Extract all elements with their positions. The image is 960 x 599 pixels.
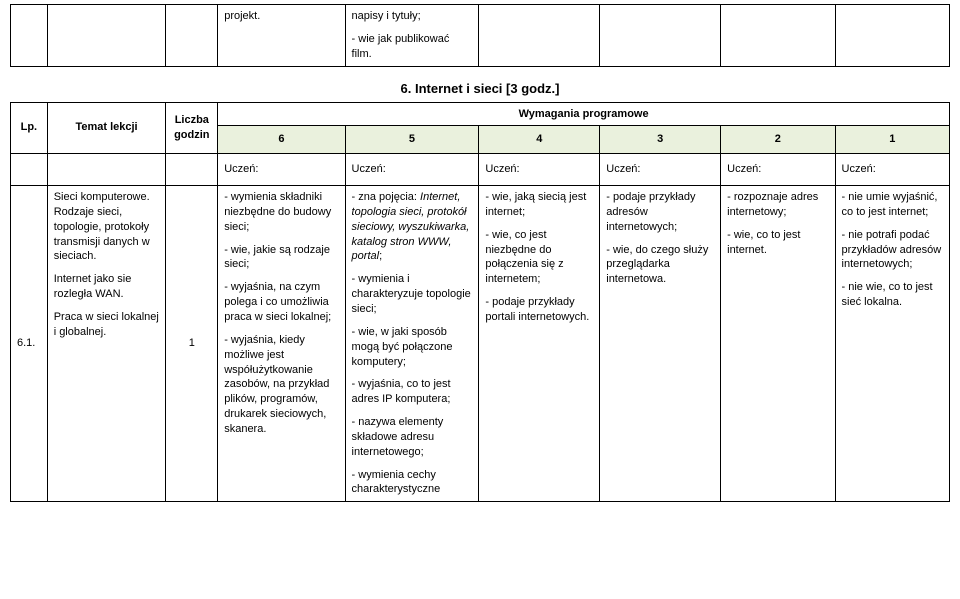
page-root: projekt. napisy i tytuły; - wie jak publ… [0, 0, 960, 512]
hdr-g2: 2 [721, 126, 835, 154]
g5-p4: - wyjaśnia, co to jest adres IP komputer… [352, 377, 473, 407]
top-row: projekt. napisy i tytuły; - wie jak publ… [11, 5, 950, 67]
uczen-blank-1 [47, 154, 166, 186]
content-row: 6.1. Sieci komputerowe. Rodzaje sieci, t… [11, 186, 950, 502]
hdr-g3: 3 [600, 126, 721, 154]
g5-p5: - nazywa elementy składowe adresu intern… [352, 415, 473, 460]
uczen-blank-0 [11, 154, 48, 186]
g5-p6: - wymienia cechy charakterystyczne [352, 468, 473, 498]
top-blank-8 [835, 5, 949, 67]
top-blank-7 [721, 5, 835, 67]
top-col4-p1: napisy i tytuły; [352, 9, 473, 24]
cell-g5: - zna pojęcia: Internet, topologia sieci… [345, 186, 479, 502]
uczen-5: Uczeń: [345, 154, 479, 186]
section-title: 6. Internet i sieci [3 godz.] [10, 67, 950, 102]
header-row-1: Lp. Temat lekcji Liczba godzin Wymagania… [11, 102, 950, 126]
cell-g3: - podaje przykłady adresów internetowych… [600, 186, 721, 502]
top-blank-6 [600, 5, 721, 67]
cell-num: 6.1. [11, 186, 48, 502]
g6-p2: - wie, jakie są rodzaje sieci; [224, 243, 338, 273]
g3-p2: - wie, do czego służy przeglądarka inter… [606, 243, 714, 288]
hdr-g5: 5 [345, 126, 479, 154]
uczen-blank-2 [166, 154, 218, 186]
g1-p3: - nie wie, co to jest sieć lokalna. [842, 280, 943, 310]
top-blank-0 [11, 5, 48, 67]
topic-p3: Praca w sieci lokalnej i globalnej. [54, 310, 160, 340]
main-table: Lp. Temat lekcji Liczba godzin Wymagania… [10, 102, 950, 503]
top-col4-p2: - wie jak publikować film. [352, 32, 473, 62]
uczen-4: Uczeń: [479, 154, 600, 186]
top-continuation-table: projekt. napisy i tytuły; - wie jak publ… [10, 4, 950, 67]
g2-p1: - rozpoznaje adres internetowy; [727, 190, 828, 220]
cell-topic: Sieci komputerowe. Rodzaje sieci, topolo… [47, 186, 166, 502]
top-col3: projekt. [218, 5, 345, 67]
uczen-1: Uczeń: [835, 154, 949, 186]
g6-p3: - wyjaśnia, na czym polega i co umożliwi… [224, 280, 338, 325]
g4-p1: - wie, jaką siecią jest internet; [485, 190, 593, 220]
cell-g4: - wie, jaką siecią jest internet; - wie,… [479, 186, 600, 502]
g1-p1: - nie umie wyjaśnić, co to jest internet… [842, 190, 943, 220]
g4-p3: - podaje przykłady portali internetowych… [485, 295, 593, 325]
cell-hours: 1 [166, 186, 218, 502]
hdr-wymagania: Wymagania programowe [218, 102, 950, 126]
g3-p1: - podaje przykłady adresów internetowych… [606, 190, 714, 235]
g5-p2: - wymienia i charakteryzuje topologie si… [352, 272, 473, 317]
g5-p3: - wie, w jaki sposób mogą być połączone … [352, 325, 473, 370]
g2-p2: - wie, co to jest internet. [727, 228, 828, 258]
uczen-row: Uczeń: Uczeń: Uczeń: Uczeń: Uczeń: Uczeń… [11, 154, 950, 186]
g5-p1: - zna pojęcia: Internet, topologia sieci… [352, 190, 473, 264]
g6-p1: - wymienia składniki niezbędne do budowy… [224, 190, 338, 235]
g6-p4: - wyjaśnia, kiedy możliwe jest współużyt… [224, 333, 338, 437]
hdr-lp: Lp. [11, 102, 48, 154]
cell-g1: - nie umie wyjaśnić, co to jest internet… [835, 186, 949, 502]
hdr-temat: Temat lekcji [47, 102, 166, 154]
uczen-2: Uczeń: [721, 154, 835, 186]
g5-italic: Internet, topologia sieci, protokół siec… [352, 191, 470, 262]
g4-p2: - wie, co jest niezbędne do połączenia s… [485, 228, 593, 287]
top-blank-5 [479, 5, 600, 67]
hdr-liczba: Liczba godzin [166, 102, 218, 154]
topic-p1: Sieci komputerowe. Rodzaje sieci, topolo… [54, 190, 160, 264]
cell-g2: - rozpoznaje adres internetowy; - wie, c… [721, 186, 835, 502]
hdr-g1: 1 [835, 126, 949, 154]
topic-p2: Internet jako sie rozległa WAN. [54, 272, 160, 302]
top-blank-2 [166, 5, 218, 67]
hdr-g6: 6 [218, 126, 345, 154]
uczen-6: Uczeń: [218, 154, 345, 186]
hdr-g4: 4 [479, 126, 600, 154]
top-blank-1 [47, 5, 166, 67]
uczen-3: Uczeń: [600, 154, 721, 186]
top-col4: napisy i tytuły; - wie jak publikować fi… [345, 5, 479, 67]
g1-p2: - nie potrafi podać przykładów adresów i… [842, 228, 943, 273]
cell-g6: - wymienia składniki niezbędne do budowy… [218, 186, 345, 502]
